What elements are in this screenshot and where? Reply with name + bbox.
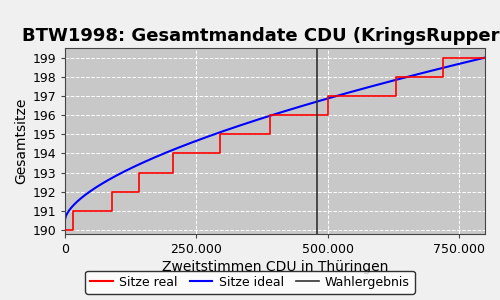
X-axis label: Zweitstimmen CDU in Thüringen: Zweitstimmen CDU in Thüringen xyxy=(162,260,388,274)
Legend: Sitze real, Sitze ideal, Wahlergebnis: Sitze real, Sitze ideal, Wahlergebnis xyxy=(85,271,415,294)
Y-axis label: Gesamtsitze: Gesamtsitze xyxy=(14,98,28,184)
Title: BTW1998: Gesamtmandate CDU (KringsRuppertF): BTW1998: Gesamtmandate CDU (KringsRupper… xyxy=(22,27,500,45)
